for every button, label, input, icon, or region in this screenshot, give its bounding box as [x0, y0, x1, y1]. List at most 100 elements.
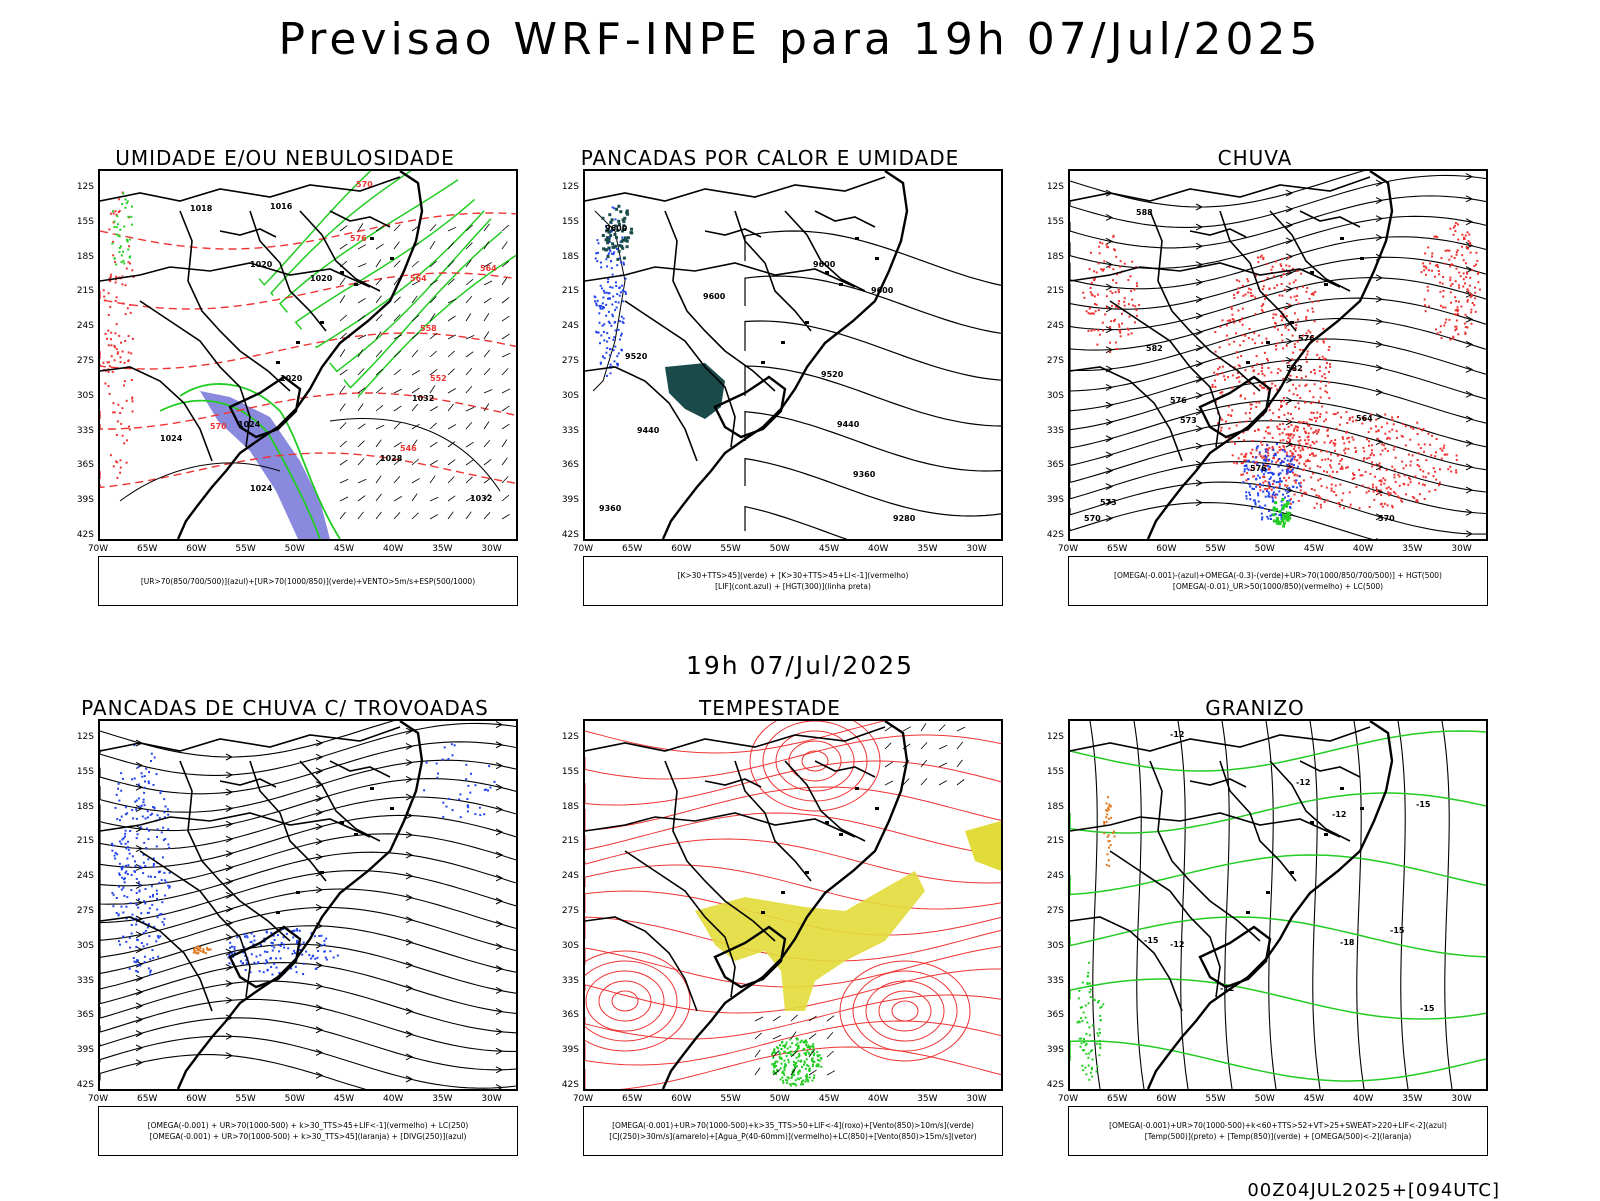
contour-label: 558	[420, 324, 437, 333]
lat-tick-label: 18S	[76, 251, 94, 262]
lat-tick-label: 39S	[561, 1045, 579, 1056]
lat-tick-label: 15S	[1046, 216, 1064, 227]
lon-tick-label: 55W	[235, 1094, 256, 1104]
contour-label: 1032	[412, 394, 434, 403]
map-canvas	[585, 721, 1001, 1089]
lat-tick-label: 36S	[76, 460, 94, 471]
lat-tick-label: 30S	[1046, 940, 1064, 951]
lon-tick-label: 70W	[572, 544, 594, 554]
lat-tick-label: 33S	[76, 425, 94, 436]
map-canvas	[100, 721, 516, 1089]
contour-label: 9280	[893, 514, 916, 523]
lat-tick-label: 30S	[561, 390, 579, 401]
lon-tick-label: 35W	[1402, 544, 1423, 554]
lon-tick-label: 60W	[186, 544, 207, 554]
lon-tick-label: 30W	[1451, 1094, 1472, 1104]
lon-tick-label: 35W	[917, 1094, 938, 1104]
legend-box: [K>30+TTS>45](verde) + [K>30+TTS>45+LI<-…	[583, 556, 1003, 606]
lat-tick-label: 15S	[561, 766, 579, 777]
contour-label: 1028	[380, 454, 403, 463]
legend-line: [K>30+TTS>45](verde) + [K>30+TTS>45+LI<-…	[677, 571, 909, 580]
lat-tick-label: 15S	[76, 216, 94, 227]
lat-tick-label: 33S	[76, 975, 94, 986]
lon-tick-label: 55W	[720, 544, 741, 554]
lon-tick-label: 65W	[622, 544, 643, 554]
lat-tick-label: 39S	[561, 495, 579, 506]
map-canvas: -12 -12 -15 -12 -15 -12 -18 -15 -12 -15	[1070, 721, 1486, 1089]
lon-tick-label: 35W	[1402, 1094, 1423, 1104]
lat-tick-label: 24S	[1046, 871, 1064, 882]
legend-line: [OMEGA(-0.001)+UR>70(1000-500)+k<60+TTS>…	[1109, 1121, 1447, 1130]
map-canvas: 9600 9600 9600 9600 9520 9520 9440 9440 9360 9360…	[585, 171, 1001, 539]
lon-tick-label: 35W	[432, 1094, 453, 1104]
contour-label: 1016	[270, 202, 293, 211]
lon-tick-label: 70W	[572, 1094, 594, 1104]
contour-label: 573	[1100, 498, 1117, 507]
contour-label: 1020	[310, 274, 333, 283]
lon-tick-label: 55W	[1205, 544, 1226, 554]
lat-tick-label: 12S	[76, 182, 94, 192]
contour-label: 9600	[871, 286, 894, 295]
contour-label: 573	[1180, 416, 1197, 425]
lon-tick-label: 45W	[1303, 544, 1325, 554]
lat-tick-label: 21S	[76, 286, 94, 297]
lat-tick-label: 42S	[561, 530, 579, 540]
lon-tick-label: 70W	[1057, 1094, 1079, 1104]
lon-tick-label: 55W	[720, 1094, 741, 1104]
lon-tick-label: 55W	[235, 544, 256, 554]
contour-label: 576	[1170, 396, 1187, 405]
lat-tick-label: 36S	[1046, 460, 1064, 471]
lon-tick-label: 30W	[481, 544, 502, 554]
lon-tick-label: 70W	[87, 1094, 109, 1104]
lat-tick-label: 21S	[1046, 836, 1064, 847]
contour-label: 9600	[605, 224, 628, 233]
lat-tick-label: 36S	[76, 1010, 94, 1021]
legend-line: [UR>70(850/700/500)](azul)+[UR>70(1000/8…	[140, 576, 476, 586]
panel-trovoadas: PANCADAS DE CHUVA C/ TROVOADAS [OMEGA(-0…	[50, 696, 520, 1196]
lat-tick-label: 12S	[561, 732, 579, 742]
lon-tick-label: 40W	[1353, 1094, 1374, 1104]
lat-tick-label: 33S	[1046, 425, 1064, 436]
legend-box: [OMEGA(-0.001) + UR>70(1000-500) + k>30_…	[98, 1106, 518, 1156]
lon-tick-label: 35W	[917, 544, 938, 554]
lon-tick-label: 50W	[769, 544, 790, 554]
legend-line: [OMEGA(-0.001) + UR>70(1000-500) + k>30_…	[149, 1132, 467, 1141]
contour-label: 1032	[470, 494, 492, 503]
lon-tick-label: 45W	[333, 544, 355, 554]
panel-title: PANCADAS DE CHUVA C/ TROVOADAS	[81, 696, 489, 720]
legend-line: [OMEGA(-0.001) + UR>70(1000-500) + k>30_…	[147, 1121, 469, 1130]
contour-label: 564	[480, 264, 497, 273]
lat-tick-label: 30S	[76, 390, 94, 401]
lat-tick-label: 33S	[561, 975, 579, 986]
lat-tick-label: 27S	[76, 906, 94, 916]
contour-label: -15	[1144, 936, 1159, 945]
panel-title: CHUVA	[1217, 146, 1293, 170]
lon-tick-label: 70W	[1057, 544, 1079, 554]
main-title: Previsao WRF-INPE para 19h 07/Jul/2025	[278, 14, 1322, 65]
lat-tick-label: 24S	[561, 321, 579, 332]
lat-tick-label: 27S	[561, 906, 579, 916]
contour-label: 9600	[703, 292, 726, 301]
panel-chuva: CHUVA 588 582 582 576 576 573 573 570 570 564 576 …	[1020, 146, 1490, 646]
lon-tick-label: 65W	[137, 1094, 158, 1104]
contour-label: 582	[1286, 364, 1303, 373]
map-canvas: 1018 1016 1020 1020 1024 1024 1028 1032 1032 1020…	[100, 171, 516, 539]
contour-label: 9520	[821, 370, 844, 379]
lon-tick-label: 60W	[1156, 544, 1177, 554]
lat-tick-label: 39S	[1046, 1045, 1064, 1056]
lon-tick-label: 40W	[383, 1094, 404, 1104]
contour-label: 564	[1356, 414, 1373, 423]
lon-tick-label: 40W	[868, 544, 889, 554]
lat-tick-label: 24S	[561, 871, 579, 882]
map-frame: 588 582 582 576 576 573 573 570 570 564 576	[1068, 169, 1488, 541]
lat-tick-label: 30S	[1046, 390, 1064, 401]
lat-tick-label: 39S	[76, 495, 94, 506]
lat-tick-label: 12S	[561, 182, 579, 192]
legend-line: [Temp(500)](preto) + [Temp(850)](verde) …	[1144, 1132, 1412, 1141]
lat-tick-label: 42S	[1046, 530, 1064, 540]
lat-tick-label: 42S	[1046, 1080, 1064, 1090]
contour-label: -12	[1170, 940, 1184, 949]
lat-tick-label: 39S	[1046, 495, 1064, 506]
contour-label: 576	[1298, 334, 1315, 343]
lat-tick-label: 12S	[76, 732, 94, 742]
